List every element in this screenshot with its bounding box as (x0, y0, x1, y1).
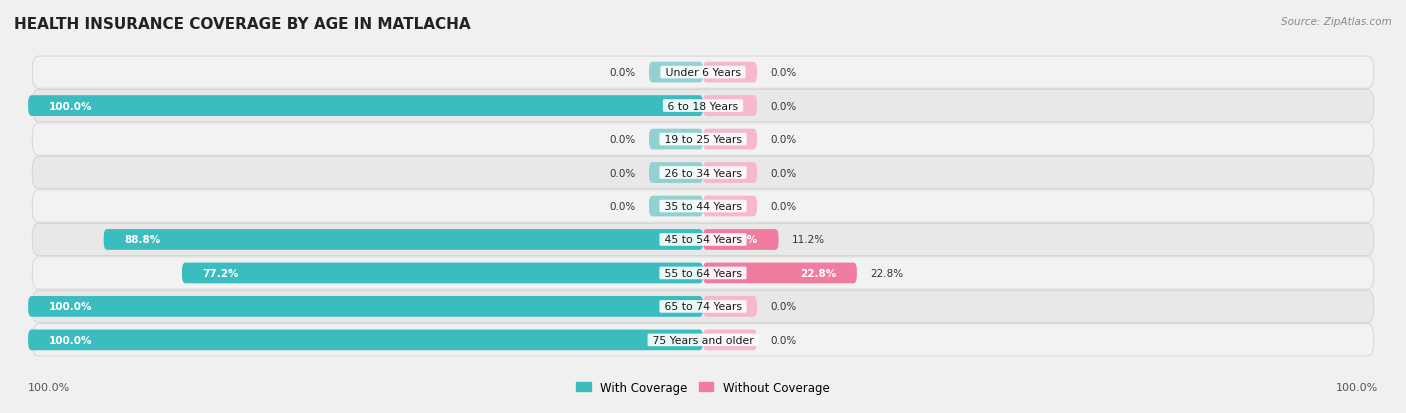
FancyBboxPatch shape (32, 291, 1374, 323)
FancyBboxPatch shape (32, 224, 1374, 256)
Text: 100.0%: 100.0% (48, 335, 91, 345)
FancyBboxPatch shape (650, 129, 703, 150)
Text: 0.0%: 0.0% (770, 101, 797, 112)
Text: Under 6 Years: Under 6 Years (662, 68, 744, 78)
FancyBboxPatch shape (32, 90, 1374, 122)
Text: 0.0%: 0.0% (609, 202, 636, 211)
FancyBboxPatch shape (703, 230, 779, 250)
FancyBboxPatch shape (703, 63, 756, 83)
Text: 0.0%: 0.0% (770, 335, 797, 345)
Text: 22.8%: 22.8% (800, 268, 837, 278)
Text: 26 to 34 Years: 26 to 34 Years (661, 168, 745, 178)
FancyBboxPatch shape (32, 123, 1374, 156)
Text: 11.2%: 11.2% (792, 235, 825, 245)
Text: 0.0%: 0.0% (770, 68, 797, 78)
Text: 75 Years and older: 75 Years and older (650, 335, 756, 345)
FancyBboxPatch shape (32, 57, 1374, 89)
Text: 100.0%: 100.0% (1336, 382, 1378, 392)
FancyBboxPatch shape (104, 230, 703, 250)
FancyBboxPatch shape (32, 324, 1374, 356)
FancyBboxPatch shape (703, 196, 756, 217)
FancyBboxPatch shape (650, 163, 703, 183)
Text: 0.0%: 0.0% (770, 168, 797, 178)
Text: 100.0%: 100.0% (48, 301, 91, 312)
FancyBboxPatch shape (32, 190, 1374, 223)
Text: 88.8%: 88.8% (124, 235, 160, 245)
FancyBboxPatch shape (32, 257, 1374, 290)
Text: 0.0%: 0.0% (609, 68, 636, 78)
Text: 77.2%: 77.2% (202, 268, 239, 278)
FancyBboxPatch shape (703, 296, 756, 317)
Text: 0.0%: 0.0% (770, 301, 797, 312)
Text: 19 to 25 Years: 19 to 25 Years (661, 135, 745, 145)
FancyBboxPatch shape (703, 330, 756, 350)
Legend: With Coverage, Without Coverage: With Coverage, Without Coverage (572, 376, 834, 399)
FancyBboxPatch shape (32, 157, 1374, 189)
Text: 0.0%: 0.0% (609, 135, 636, 145)
FancyBboxPatch shape (650, 196, 703, 217)
Text: 6 to 18 Years: 6 to 18 Years (664, 101, 742, 112)
Text: 100.0%: 100.0% (48, 101, 91, 112)
Text: 11.2%: 11.2% (723, 235, 758, 245)
Text: Source: ZipAtlas.com: Source: ZipAtlas.com (1281, 17, 1392, 26)
FancyBboxPatch shape (28, 96, 703, 117)
Text: 0.0%: 0.0% (770, 135, 797, 145)
Text: 55 to 64 Years: 55 to 64 Years (661, 268, 745, 278)
Text: 45 to 54 Years: 45 to 54 Years (661, 235, 745, 245)
Text: 22.8%: 22.8% (870, 268, 904, 278)
Text: 35 to 44 Years: 35 to 44 Years (661, 202, 745, 211)
FancyBboxPatch shape (650, 63, 703, 83)
FancyBboxPatch shape (703, 263, 856, 284)
Text: 0.0%: 0.0% (770, 202, 797, 211)
FancyBboxPatch shape (703, 163, 756, 183)
FancyBboxPatch shape (28, 330, 703, 350)
Text: HEALTH INSURANCE COVERAGE BY AGE IN MATLACHA: HEALTH INSURANCE COVERAGE BY AGE IN MATL… (14, 17, 471, 31)
FancyBboxPatch shape (703, 96, 756, 117)
Text: 65 to 74 Years: 65 to 74 Years (661, 301, 745, 312)
Text: 100.0%: 100.0% (28, 382, 70, 392)
FancyBboxPatch shape (181, 263, 703, 284)
Text: 0.0%: 0.0% (609, 168, 636, 178)
FancyBboxPatch shape (28, 296, 703, 317)
FancyBboxPatch shape (703, 129, 756, 150)
